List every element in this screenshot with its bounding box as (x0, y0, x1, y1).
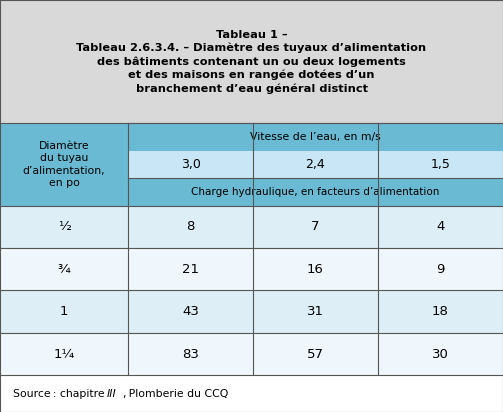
Text: 43: 43 (182, 305, 199, 318)
Text: 1: 1 (60, 305, 68, 318)
Text: Charge hydraulique, en facteurs d’alimentation: Charge hydraulique, en facteurs d’alimen… (192, 187, 440, 197)
Text: 18: 18 (432, 305, 449, 318)
Text: 9: 9 (436, 263, 445, 276)
Text: 8: 8 (187, 220, 195, 233)
Text: ½: ½ (58, 220, 70, 233)
Text: 2,4: 2,4 (305, 158, 325, 171)
Text: 3,0: 3,0 (181, 158, 201, 171)
Text: ¾: ¾ (58, 263, 70, 276)
Text: Diamètre
du tuyau
d’alimentation,
en po: Diamètre du tuyau d’alimentation, en po (23, 141, 106, 188)
Bar (0, 248, 503, 290)
Bar (0, 123, 503, 206)
Text: 4: 4 (436, 220, 445, 233)
Text: 1,5: 1,5 (431, 158, 450, 171)
Text: 7: 7 (311, 220, 319, 233)
Text: 83: 83 (182, 347, 199, 360)
Text: 31: 31 (307, 305, 324, 318)
Text: 30: 30 (432, 347, 449, 360)
Text: Vitesse de l’eau, en m/s: Vitesse de l’eau, en m/s (250, 132, 381, 142)
Text: III: III (107, 389, 117, 398)
Text: Tableau 1 –
Tableau 2.6.3.4. – Diamètre des tuyaux d’alimentation
des bâtiments : Tableau 1 – Tableau 2.6.3.4. – Diamètre … (76, 30, 427, 94)
Text: 16: 16 (307, 263, 324, 276)
Bar (128, 151, 503, 178)
Text: 1¼: 1¼ (53, 347, 75, 360)
Bar (0, 206, 503, 248)
Bar (0, 0, 503, 123)
Text: Source : chapitre: Source : chapitre (13, 389, 106, 398)
Bar (0, 290, 503, 333)
Text: , Plomberie du CCQ: , Plomberie du CCQ (123, 389, 228, 398)
Text: 21: 21 (182, 263, 199, 276)
Bar (0, 333, 503, 375)
Bar (0, 375, 503, 412)
Text: 57: 57 (307, 347, 324, 360)
